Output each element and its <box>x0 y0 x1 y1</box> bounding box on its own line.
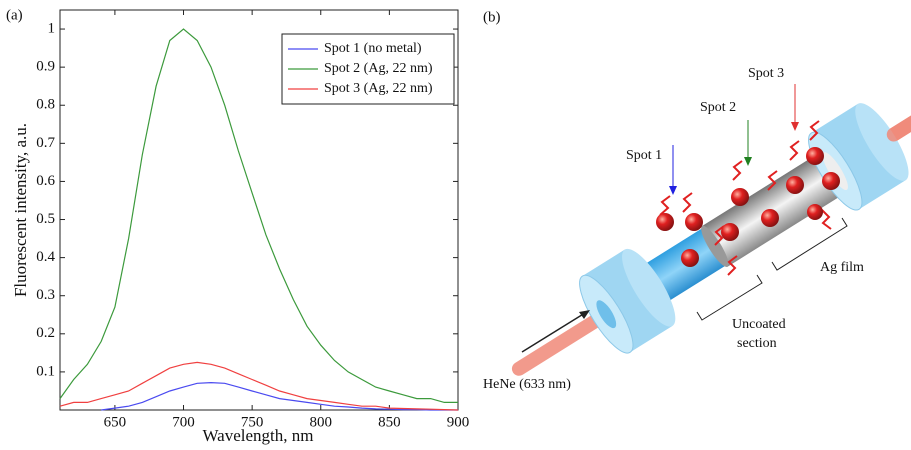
left-cap <box>582 249 673 353</box>
spot3-arrowhead <box>791 122 799 131</box>
ag-film <box>702 149 851 267</box>
y-tick-label: 0.2 <box>36 325 55 341</box>
series-line <box>59 361 459 411</box>
x-tick-label: 750 <box>241 414 264 430</box>
right-cap <box>811 103 906 210</box>
x-tick-label: 850 <box>378 414 401 430</box>
uncoated-label: Uncoated <box>732 317 786 332</box>
molecule <box>721 223 739 241</box>
zigzag <box>727 255 738 276</box>
x-axis-label: Wavelength, nm <box>203 426 314 445</box>
panel-label: (a) <box>6 7 23 23</box>
y-tick-label: 0.4 <box>36 249 55 265</box>
molecule <box>656 213 674 231</box>
laser-label: HeNe (633 nm) <box>483 377 571 392</box>
spot3-label: Spot 3 <box>748 66 784 81</box>
legend: Spot 1 (no metal) Spot 2 (Ag, 22 nm) Spot … <box>281 33 455 105</box>
y-tick-label: 0.7 <box>36 135 55 151</box>
zigzag <box>659 195 671 216</box>
right-cap-hole <box>822 152 848 191</box>
uncoated-bracket <box>696 274 763 321</box>
chart: (a) Wavelength, nm Fluorescent intensity… <box>6 7 469 444</box>
molecules <box>656 147 840 267</box>
zigzag <box>809 120 820 141</box>
laser-exit <box>886 113 911 142</box>
y-tick-label: 0.5 <box>36 211 55 227</box>
molecule <box>685 213 703 231</box>
y-tick-label: 0.3 <box>36 287 55 303</box>
x-tick-label: 650 <box>104 414 127 430</box>
plot-frame <box>59 9 459 411</box>
legend-label: Spot 3 (Ag, 22 nm) <box>324 81 433 96</box>
molecule <box>806 147 824 165</box>
y-tick-label: 0.6 <box>36 173 55 189</box>
x-tick-label: 700 <box>172 414 195 430</box>
spot1-label: Spot 1 <box>626 148 662 163</box>
zigzag <box>789 140 800 161</box>
y-tick-label: 1 <box>48 20 56 36</box>
spot2-arrowhead <box>744 157 752 166</box>
y-axis-label: Fluorescent intensity, a.u. <box>11 123 30 297</box>
legend-label: Spot 1 (no metal) <box>324 41 422 56</box>
beam-arrow <box>521 312 586 353</box>
molecule <box>731 188 749 206</box>
spot2-label: Spot 2 <box>700 100 736 115</box>
zigzag <box>821 209 832 230</box>
series-line <box>59 28 458 403</box>
ag-film-label: Ag film <box>820 260 864 275</box>
series-line <box>101 381 458 411</box>
ag-film-bracket <box>771 217 848 271</box>
molecule <box>761 209 779 227</box>
fiber <box>511 103 911 376</box>
legend-label: Spot 2 (Ag, 22 nm) <box>324 61 433 76</box>
y-tick-label: 0.1 <box>36 363 55 379</box>
molecule <box>807 204 823 220</box>
emission <box>659 120 832 276</box>
panel-label: (b) <box>483 9 501 25</box>
spot1-arrowhead <box>669 186 677 195</box>
molecule <box>681 249 699 267</box>
molecule <box>786 176 804 194</box>
zigzag <box>732 160 743 181</box>
x-tick-label: 800 <box>310 414 333 430</box>
y-tick-label: 0.8 <box>36 97 55 113</box>
right-cap-end <box>855 103 909 181</box>
left-cap-end <box>622 248 676 327</box>
y-tick-label: 0.9 <box>36 59 55 75</box>
film-edge <box>701 225 729 267</box>
zigzag <box>714 225 725 246</box>
uncoated-label: section <box>737 336 777 351</box>
zigzag <box>767 170 778 191</box>
left-cap-hole <box>596 300 617 329</box>
beam-arrowhead <box>579 310 590 319</box>
diagram: (b) <box>483 9 911 392</box>
molecule <box>822 172 840 190</box>
x-tick-label: 900 <box>447 414 470 430</box>
zigzag <box>682 192 693 213</box>
